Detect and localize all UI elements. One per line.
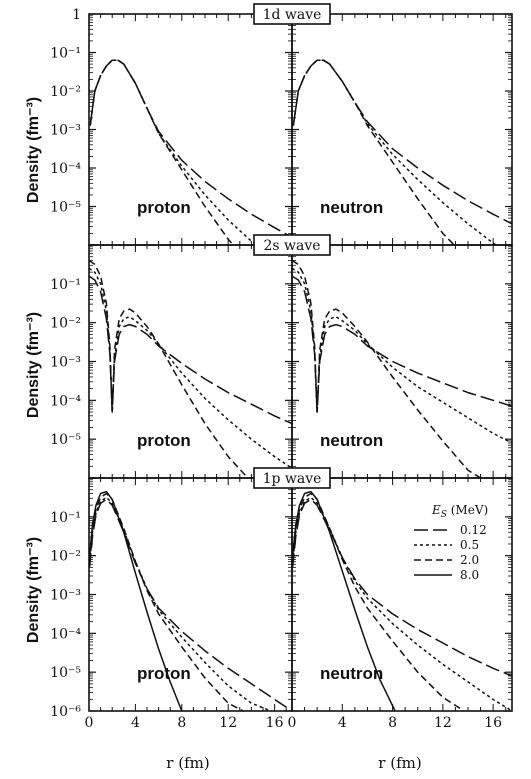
curve-group	[292, 259, 512, 478]
panel-2s-wave-proton: 10⁻¹ 10⁻² 10⁻³ 10⁻⁴ 10⁻⁵ proton	[50, 244, 293, 479]
y-axis-label-1d: Density (fm⁻³)	[25, 97, 42, 203]
y-tick-label: 10⁻²	[50, 549, 81, 565]
y-tick-label: 10⁻³	[50, 355, 81, 371]
x-tick-label: 4	[131, 715, 140, 731]
particle-label-proton: proton	[137, 664, 191, 683]
legend-label-2_0: 2.0	[460, 553, 479, 567]
x-tick-label: 8	[177, 715, 186, 731]
y-tick-label: 10⁻¹	[50, 277, 81, 293]
y-tick-label: 10⁻¹	[50, 46, 81, 62]
panel-title: 1p wave	[263, 471, 322, 487]
panel-1p-wave-neutron: 0 4 8 12 16 neutron	[288, 477, 513, 731]
legend-label-0_5: 0.5	[460, 538, 479, 552]
legend: ES (MeV) 0.120.52.08.0	[414, 503, 488, 582]
legend-label-0_12: 0.12	[460, 523, 487, 537]
x-tick-label: 12	[219, 715, 237, 731]
particle-label-proton: proton	[137, 198, 191, 217]
plot-area: 1 10⁻¹ 10⁻² 10⁻³ 10⁻⁴ 10⁻⁵ proton neutron 1d wav…	[50, 3, 513, 731]
panel-1p-wave-proton: 10⁻¹ 10⁻² 10⁻³ 10⁻⁴ 10⁻⁵ 10⁻⁶0 4 8 12 16 proton	[50, 477, 293, 731]
title-box	[253, 467, 331, 489]
curve-group	[292, 490, 512, 711]
panel-title-box-1d-wave: 1d wave	[253, 3, 331, 25]
curve-group	[292, 59, 512, 245]
y-tick-label: 10⁻⁵	[50, 200, 81, 216]
x-tick-label: 0	[288, 715, 297, 731]
panel-2s-wave-neutron: neutron	[291, 244, 513, 479]
series-line-0_5	[292, 496, 512, 711]
panel-title: 2s wave	[263, 238, 320, 254]
x-tick-label: 8	[388, 715, 397, 731]
particle-label-neutron: neutron	[320, 431, 383, 450]
panel-title: 1d wave	[263, 7, 322, 23]
particle-label-proton: proton	[137, 431, 191, 450]
series-line-0_12	[89, 59, 292, 238]
series-line-0_5	[292, 267, 512, 444]
y-tick-label: 10⁻²	[50, 84, 81, 100]
particle-label-neutron: neutron	[320, 664, 383, 683]
series-line-2_0	[89, 492, 244, 711]
series-line-0_5	[292, 59, 498, 245]
title-box	[253, 3, 331, 25]
series-line-8_0	[89, 490, 183, 711]
x-tick-label: 0	[85, 715, 94, 731]
series-line-2_0	[89, 259, 249, 478]
y-tick-label: 10⁻⁴	[50, 393, 81, 409]
x-tick-label: 12	[434, 715, 452, 731]
panel-title-box-2s-wave: 2s wave	[253, 234, 331, 256]
y-tick-label: 10⁻³	[50, 588, 81, 604]
series-line-0_12	[292, 275, 512, 413]
y-axis-label-1p: Density (fm⁻³)	[25, 537, 42, 643]
x-axis-label-right: r (fm)	[378, 754, 421, 772]
x-tick-label: 4	[338, 715, 347, 731]
curve-group	[89, 490, 292, 711]
y-tick-label: 1	[72, 7, 81, 23]
y-tick-label: 10⁻⁵	[50, 665, 81, 681]
x-tick-label: 16	[484, 715, 502, 731]
series-line-2_0	[292, 259, 482, 478]
curve-group	[89, 259, 292, 478]
y-tick-label: 10⁻⁴	[50, 626, 81, 642]
panel-title-box-1p-wave: 1p wave	[253, 467, 331, 489]
y-tick-label: 10⁻⁶	[50, 704, 81, 720]
y-tick-label: 10⁻²	[50, 316, 81, 332]
y-tick-label: 10⁻³	[50, 123, 81, 139]
series-line-2_0	[292, 59, 456, 245]
y-tick-label: 10⁻⁴	[50, 161, 81, 177]
series-line-0_12	[89, 275, 292, 425]
title-box	[253, 234, 331, 256]
panel-1d-wave-neutron: neutron	[291, 13, 513, 246]
x-tick-label: 16	[266, 715, 284, 731]
panel-1d-wave-proton: 1 10⁻¹ 10⁻² 10⁻³ 10⁻⁴ 10⁻⁵ proton	[50, 7, 293, 246]
legend-title: ES (MeV)	[431, 503, 488, 520]
y-tick-label: 10⁻⁵	[50, 432, 81, 448]
series-line-0_5	[89, 496, 272, 711]
series-line-2_0	[89, 59, 235, 245]
particle-label-neutron: neutron	[320, 198, 383, 217]
curve-group	[89, 59, 292, 245]
y-axis-label-2s: Density (fm⁻³)	[25, 312, 42, 418]
x-axis-label-left: r (fm)	[166, 754, 209, 772]
series-line-8_0	[292, 490, 396, 711]
legend-label-8_0: 8.0	[460, 568, 479, 582]
y-tick-label: 10⁻¹	[50, 510, 81, 526]
